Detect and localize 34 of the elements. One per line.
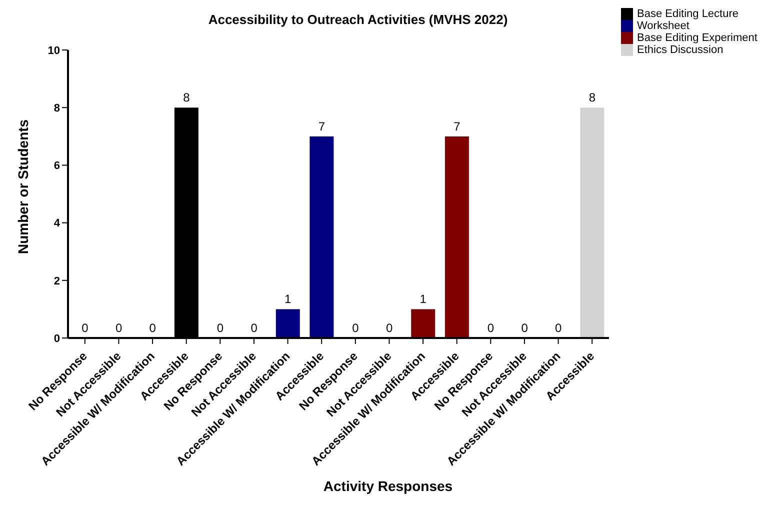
legend-label: Ethics Discussion bbox=[637, 44, 724, 56]
data-label: 0 bbox=[216, 321, 224, 335]
data-label: 0 bbox=[115, 321, 122, 335]
legend-label: Base Editing Lecture bbox=[637, 8, 739, 20]
data-label: 0 bbox=[352, 321, 360, 335]
y-tick-label: 10 bbox=[48, 44, 60, 57]
y-tick-label: 4 bbox=[54, 218, 61, 230]
y-tick-label: 0 bbox=[54, 332, 60, 345]
chart-title: Accessibility to Outreach Activities (MVHS 2022) bbox=[208, 12, 508, 27]
legend-label: Base Editing Experiment bbox=[637, 32, 758, 44]
data-label: 0 bbox=[386, 321, 393, 335]
bar bbox=[310, 136, 334, 338]
bar bbox=[444, 136, 469, 338]
y-tick-label: 8 bbox=[54, 102, 60, 115]
data-label: 8 bbox=[588, 90, 596, 105]
data-label: 0 bbox=[555, 321, 562, 335]
bar bbox=[411, 309, 436, 338]
bar bbox=[580, 108, 604, 338]
data-label: 0 bbox=[521, 321, 528, 335]
data-label: 7 bbox=[318, 119, 326, 134]
y-tick-label: 2 bbox=[54, 275, 60, 288]
data-label: 0 bbox=[82, 321, 89, 335]
y-axis-title: Number or Students bbox=[14, 119, 31, 254]
data-label: 0 bbox=[487, 321, 494, 335]
bar bbox=[276, 309, 300, 338]
data-label: 1 bbox=[284, 292, 292, 306]
legend-label: Worksheet bbox=[637, 20, 690, 32]
data-label: 0 bbox=[250, 321, 258, 335]
y-tick-label: 6 bbox=[54, 160, 60, 172]
data-label: 1 bbox=[420, 292, 427, 306]
data-label: 7 bbox=[454, 119, 461, 134]
data-label: 0 bbox=[149, 321, 156, 335]
x-axis-title: Activity Responses bbox=[322, 478, 454, 494]
data-label: 8 bbox=[183, 90, 190, 105]
